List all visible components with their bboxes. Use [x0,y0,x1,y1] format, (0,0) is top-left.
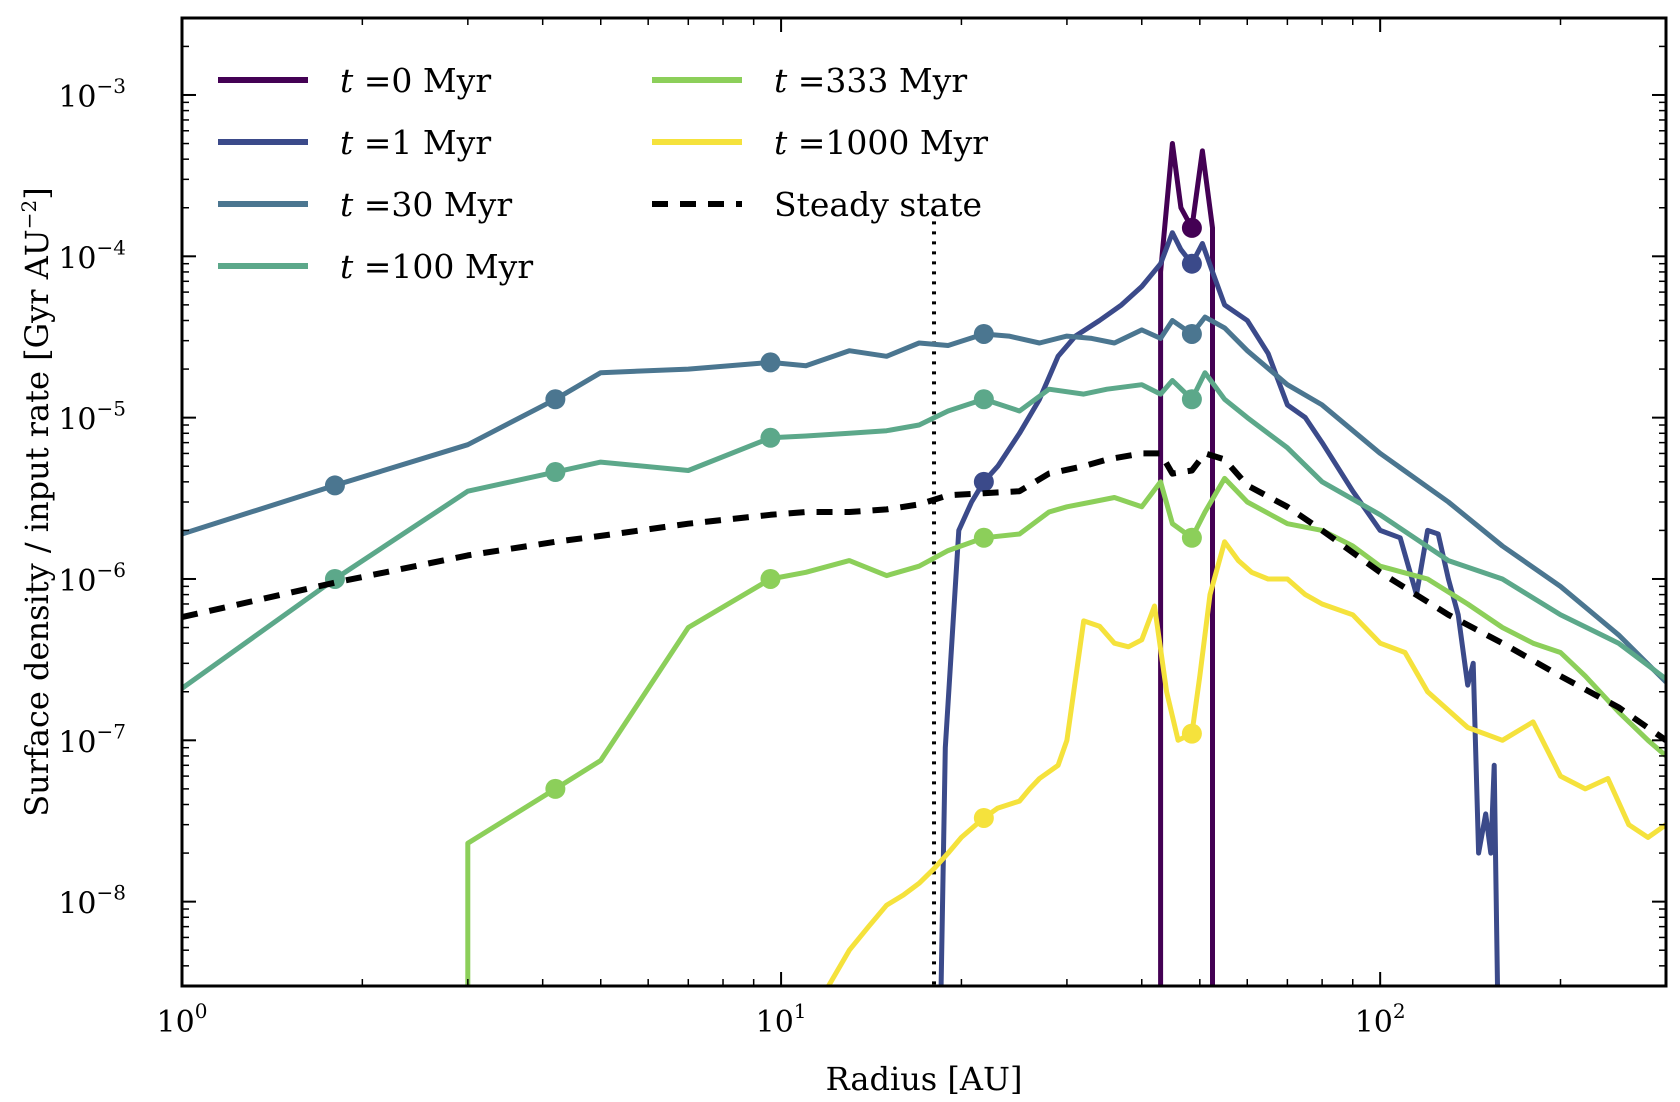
x-tick-label: 100 [157,999,208,1040]
series-marker [973,471,994,492]
series-marker [324,475,345,496]
x-axis-title: Radius [AU] [826,1060,1023,1098]
series-4 [465,475,1666,986]
series-marker [1181,389,1202,410]
series-marker [973,807,994,828]
legend-item: t =100 Myr [218,247,533,286]
legend-label: t =0 Myr [340,61,491,100]
series-line [938,230,1500,986]
series-2 [182,314,1666,684]
legend: t =0 Myr t =1 Myr t =30 Myr t =100 Myr t =33… [218,61,988,286]
series-marker [760,427,781,448]
series-marker [1181,723,1202,744]
y-tick-label: 10−3 [58,74,126,115]
legend-label: t =333 Myr [774,61,967,100]
legend-item: t =30 Myr [218,185,512,224]
series-line [182,314,1666,684]
plot-frame [180,16,1668,988]
series-marker [545,389,566,410]
legend-item: Steady state [652,185,982,224]
series-marker [1181,253,1202,274]
legend-item: t =1000 Myr [652,123,988,162]
series-marker [973,527,994,548]
series-marker [1181,217,1202,238]
legend-item: t =0 Myr [218,61,491,100]
legend-label: t =30 Myr [340,185,512,224]
series-marker [760,568,781,589]
series-1 [938,230,1500,986]
series-line [182,370,1666,691]
series-0 [1158,141,1215,986]
y-tick-label: 10−7 [58,719,126,760]
series-marker [973,323,994,344]
series-layer [182,141,1666,986]
series-line [826,539,1666,986]
series-marker [545,778,566,799]
axis-ticks: 100 101 102 10−3 10−4 10−5 10−6 10−7 10−8 [58,17,1667,1040]
legend-label: Steady state [774,185,982,224]
series-line [465,475,1666,986]
series-marker [1181,323,1202,344]
series-marker [545,462,566,483]
y-tick-label: 10−8 [58,881,126,922]
series-6 [182,450,1666,743]
series-marker [1181,527,1202,548]
series-marker [760,352,781,373]
y-tick-label: 10−4 [58,235,126,276]
series-marker [973,389,994,410]
series-line [182,450,1666,743]
legend-item: t =1 Myr [218,123,491,162]
y-axis-title: Surface density / input rate [Gyr AU−2] [17,187,56,816]
y-tick-label: 10−6 [58,558,126,599]
x-tick-label: 102 [1355,999,1406,1040]
legend-label: t =1 Myr [340,123,491,162]
x-tick-label: 101 [756,999,807,1040]
series-3 [182,370,1666,691]
legend-item: t =333 Myr [652,61,967,100]
legend-label: t =1000 Myr [774,123,988,162]
legend-label: t =100 Myr [340,247,533,286]
series-5 [826,539,1666,986]
series-line [1158,141,1215,986]
y-tick-label: 10−5 [58,397,126,438]
